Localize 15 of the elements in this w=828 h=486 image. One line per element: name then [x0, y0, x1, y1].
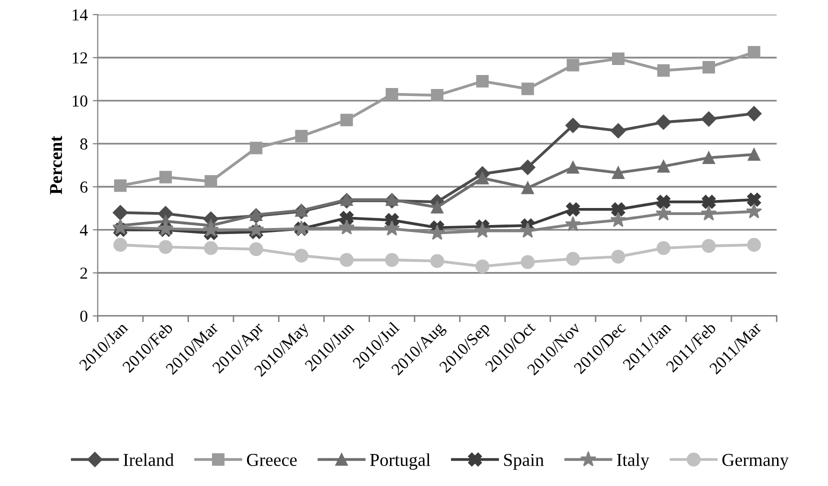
legend-label: Greece [246, 454, 297, 466]
legend-label: Italy [616, 453, 650, 470]
y-tick-label: 8 [80, 138, 88, 150]
y-axis-title: Percent [50, 136, 62, 194]
y-tick-label: 10 [72, 95, 88, 107]
legend-label: Spain [504, 454, 544, 470]
legend-label: Germany [722, 454, 789, 470]
legend-label: Ireland [124, 453, 174, 466]
y-tick-label: 2 [80, 268, 88, 279]
y-tick-label: 14 [72, 9, 88, 20]
y-tick-label: 0 [80, 310, 88, 322]
legend-label: Portugal [370, 453, 430, 470]
y-tick-label: 4 [80, 224, 88, 236]
y-tick-label: 12 [72, 52, 88, 64]
y-tick-label: 6 [80, 182, 88, 193]
